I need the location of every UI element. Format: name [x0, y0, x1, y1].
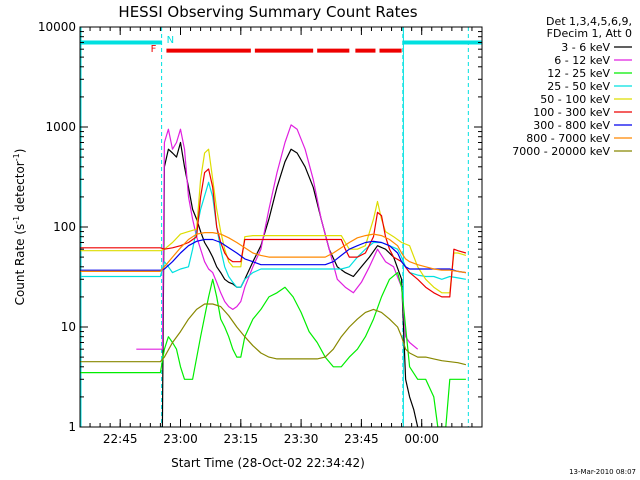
y-tick-label-0: 1: [68, 420, 76, 434]
legend-header-1: Det 1,3,4,5,6,9,: [546, 15, 632, 28]
night-flag-label: N: [167, 35, 174, 46]
y-axis-label: Count Rate (s-1 detector-1): [12, 149, 27, 306]
y-axis-label-sup2: -1: [12, 153, 21, 161]
series-line-5: [80, 168, 467, 298]
legend-label-0: 3 - 6 keV: [561, 41, 610, 54]
timestamp: 13-Mar-2010 08:07: [569, 468, 636, 476]
x-tick-label-4: 23:45: [344, 432, 379, 446]
series-line-2: [80, 272, 466, 427]
x-tick-label-1: 23:00: [163, 432, 198, 446]
legend-label-8: 7000 - 20000 keV: [512, 145, 610, 158]
legend-label-5: 100 - 300 keV: [533, 106, 610, 119]
y-axis-label-sup1: -1: [12, 216, 21, 224]
plot-frame: [79, 26, 483, 428]
x-tick-label-5: 00:00: [404, 432, 439, 446]
series-line-1: [136, 124, 419, 350]
chart-title: HESSI Observing Summary Count Rates: [118, 3, 417, 21]
x-tick-label-0: 22:45: [103, 432, 138, 446]
legend-label-4: 50 - 100 keV: [540, 93, 610, 106]
x-axis-label: Start Time (28-Oct-02 22:34:42): [171, 456, 365, 470]
y-axis-label-main: Count Rate (s: [13, 224, 27, 306]
x-tick-label-3: 23:30: [284, 432, 319, 446]
flare-flag-label: F: [151, 44, 157, 55]
series-line-4: [80, 148, 467, 294]
series-line-7: [80, 232, 466, 274]
y-axis-label-end: ): [13, 149, 27, 154]
plot-area: [80, 27, 482, 427]
y-axis-label-mid: detector: [13, 161, 27, 216]
legend-label-1: 6 - 12 keV: [554, 54, 610, 67]
series-line-6: [80, 238, 466, 274]
y-tick-label-1: 10: [61, 320, 76, 334]
legend-label-6: 300 - 800 keV: [533, 119, 610, 132]
x-tick-label-2: 23:15: [224, 432, 259, 446]
y-tick-label-2: 100: [53, 220, 76, 234]
legend-label-3: 25 - 50 keV: [547, 80, 610, 93]
legend-label-2: 12 - 25 keV: [547, 67, 610, 80]
legend-header-2: FDecim 1, Att 0: [547, 27, 632, 40]
x-axis: 22:45 23:00 23:15 23:30 23:45 00:00: [89, 27, 473, 446]
y-tick-label-3: 1000: [45, 120, 76, 134]
y-axis: 1 10 100 1000 10000: [38, 20, 482, 434]
legend-label-7: 800 - 7000 keV: [526, 132, 610, 145]
y-tick-label-4: 10000: [38, 20, 76, 34]
series-line-8: [80, 303, 467, 366]
